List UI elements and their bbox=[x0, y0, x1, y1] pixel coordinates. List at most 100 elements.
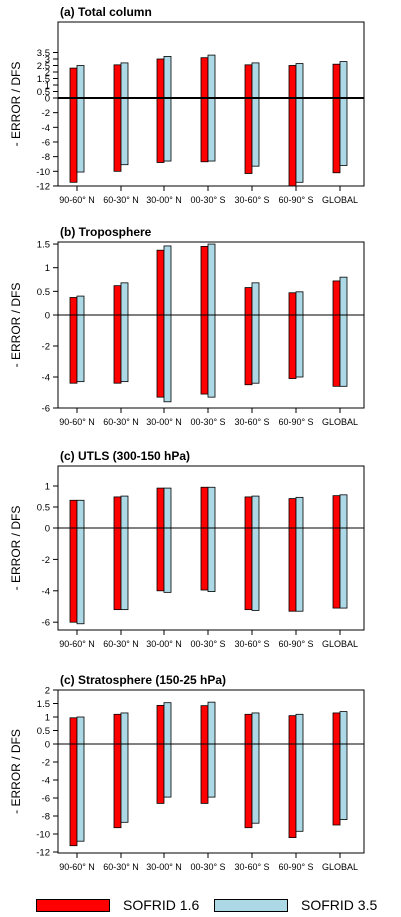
bar-sofrid-3-5-60-30-n bbox=[120, 282, 129, 383]
bar-sofrid-1-6-00-30-s bbox=[200, 246, 209, 395]
x-tick-label: GLOBAL bbox=[322, 862, 358, 872]
y-tick-label: 1 bbox=[45, 263, 50, 274]
x-tick-label: 30-00° N bbox=[146, 639, 182, 649]
bar-sofrid-1-6-90-60-n bbox=[69, 499, 78, 623]
y-axis-label: - ERROR / DFS bbox=[9, 729, 23, 814]
y-tick-label: -12 bbox=[36, 848, 50, 859]
bar-sofrid-1-6-global bbox=[332, 280, 341, 387]
panel-title: (b) Troposphere bbox=[60, 225, 152, 239]
bar-sofrid-3-5-30-60-s bbox=[251, 495, 260, 611]
y-tick-label: -8 bbox=[42, 812, 50, 823]
y-axis-label: - ERROR / DFS bbox=[9, 506, 23, 591]
bar-sofrid-3-5-30-00-n bbox=[163, 702, 172, 798]
x-tick-label: 30-60° S bbox=[234, 417, 269, 427]
x-tick-label: 60-90° S bbox=[278, 639, 313, 649]
bar-sofrid-1-6-60-90-s bbox=[288, 715, 297, 839]
x-tick-label: 00-30° S bbox=[190, 195, 225, 205]
y-tick-label: 0.5 bbox=[37, 503, 50, 514]
x-tick-label: 60-30° N bbox=[103, 639, 139, 649]
y-tick-label: -4 bbox=[42, 776, 50, 787]
bar-sofrid-3-5-60-30-n bbox=[120, 495, 129, 611]
bar-sofrid-3-5-00-30-s bbox=[207, 54, 216, 162]
bar-sofrid-3-5-30-00-n bbox=[163, 56, 172, 162]
bar-sofrid-3-5-00-30-s bbox=[207, 701, 216, 798]
y-tick-label: -12 bbox=[36, 181, 50, 192]
bar-sofrid-1-6-60-30-n bbox=[113, 713, 122, 829]
y-tick-label: 0.5 bbox=[37, 87, 50, 98]
plot-frame bbox=[57, 241, 365, 409]
x-tick-label: 60-30° N bbox=[103, 862, 139, 872]
bar-sofrid-1-6-90-60-n bbox=[69, 717, 78, 847]
y-tick-label: -6 bbox=[42, 404, 50, 415]
x-tick-label: 00-30° S bbox=[190, 862, 225, 872]
y-tick-label: -2 bbox=[42, 555, 50, 566]
y-tick-label: 0 bbox=[45, 524, 50, 535]
plot-frame bbox=[57, 465, 365, 631]
x-tick-label: 30-00° N bbox=[146, 195, 182, 205]
x-tick-label: 60-90° S bbox=[278, 862, 313, 872]
y-tick-label: 3 bbox=[45, 55, 50, 66]
bar-sofrid-1-6-00-30-s bbox=[200, 57, 209, 163]
y-tick-label: 1.5 bbox=[37, 699, 50, 710]
y-tick-label: 0 bbox=[45, 740, 50, 751]
bar-sofrid-3-5-30-60-s bbox=[251, 712, 260, 824]
y-tick-label: 2.5 bbox=[37, 61, 50, 72]
bar-sofrid-3-5-90-60-n bbox=[76, 499, 85, 625]
y-tick-label: -10 bbox=[36, 830, 50, 841]
y-tick-label: 1 bbox=[45, 81, 50, 92]
plot-frame bbox=[57, 689, 365, 854]
bar-sofrid-3-5-60-30-n bbox=[120, 712, 129, 823]
x-tick-label: 00-30° S bbox=[190, 417, 225, 427]
bar-sofrid-3-5-60-90-s bbox=[295, 291, 304, 378]
x-tick-label: GLOBAL bbox=[322, 195, 358, 205]
bar-sofrid-1-6-90-60-n bbox=[69, 297, 78, 384]
y-tick-label: -4 bbox=[42, 586, 50, 597]
bar-sofrid-3-5-60-90-s bbox=[295, 713, 304, 832]
bar-sofrid-3-5-60-90-s bbox=[295, 63, 304, 183]
y-tick-label: 0.5 bbox=[37, 287, 50, 298]
bar-sofrid-3-5-global bbox=[339, 711, 348, 820]
bar-sofrid-1-6-60-90-s bbox=[288, 498, 297, 612]
y-tick-label: -4 bbox=[42, 373, 50, 384]
y-tick-label: 0 bbox=[45, 311, 50, 322]
y-tick-label: -8 bbox=[42, 152, 50, 163]
bar-sofrid-3-5-30-00-n bbox=[163, 487, 172, 593]
bar-sofrid-1-6-00-30-s bbox=[200, 486, 209, 591]
y-tick-label: 1.5 bbox=[37, 240, 50, 251]
x-tick-label: 60-90° S bbox=[278, 195, 313, 205]
bar-sofrid-1-6-00-30-s bbox=[200, 705, 209, 804]
bar-sofrid-3-5-global bbox=[339, 276, 348, 387]
y-tick-label: 3.5 bbox=[37, 48, 50, 59]
panel-2: (b) Troposphere - ERROR / DFS 1.5 1 0.5 0 -2 -4… bbox=[9, 225, 365, 427]
bar-sofrid-3-5-global bbox=[339, 494, 348, 609]
y-tick-label: -2 bbox=[42, 108, 50, 119]
y-tick-label: 2 bbox=[45, 686, 50, 697]
bar-sofrid-1-6-30-00-n bbox=[156, 249, 165, 398]
bar-sofrid-1-6-60-90-s bbox=[288, 65, 297, 187]
bar-sofrid-1-6-90-60-n bbox=[69, 67, 78, 183]
bar-sofrid-1-6-global bbox=[332, 712, 341, 826]
bar-sofrid-3-5-30-60-s bbox=[251, 62, 260, 167]
y-axis-label: - ERROR / DFS bbox=[9, 283, 23, 368]
y-tick-label: 0 bbox=[45, 94, 50, 105]
panel-title: (c) UTLS (300-150 hPa) bbox=[60, 449, 190, 463]
bar-sofrid-1-6-global bbox=[332, 495, 341, 609]
bar-sofrid-3-5-60-30-n bbox=[120, 62, 129, 166]
bar-sofrid-3-5-60-90-s bbox=[295, 496, 304, 612]
panel-3: (c) UTLS (300-150 hPa) - ERROR / DFS 1 0.5 0… bbox=[9, 449, 365, 649]
x-tick-label: 30-00° N bbox=[146, 417, 182, 427]
y-tick-label: -10 bbox=[36, 167, 50, 178]
x-tick-label: 00-30° S bbox=[190, 639, 225, 649]
bar-sofrid-3-5-90-60-n bbox=[76, 295, 85, 383]
bar-sofrid-3-5-90-60-n bbox=[76, 65, 85, 173]
panel-title: (a) Total column bbox=[60, 5, 152, 19]
x-tick-label: 60-30° N bbox=[103, 195, 139, 205]
bar-sofrid-3-5-00-30-s bbox=[207, 243, 216, 398]
panel-4: (c) Stratosphere (150-25 hPa) - ERROR / D… bbox=[9, 673, 365, 872]
bar-sofrid-1-6-30-00-n bbox=[156, 58, 165, 163]
y-tick-label: -2 bbox=[42, 758, 50, 769]
y-tick-label: 1 bbox=[45, 713, 50, 724]
x-tick-label: 90-60° N bbox=[59, 862, 95, 872]
x-tick-label: 60-30° N bbox=[103, 417, 139, 427]
